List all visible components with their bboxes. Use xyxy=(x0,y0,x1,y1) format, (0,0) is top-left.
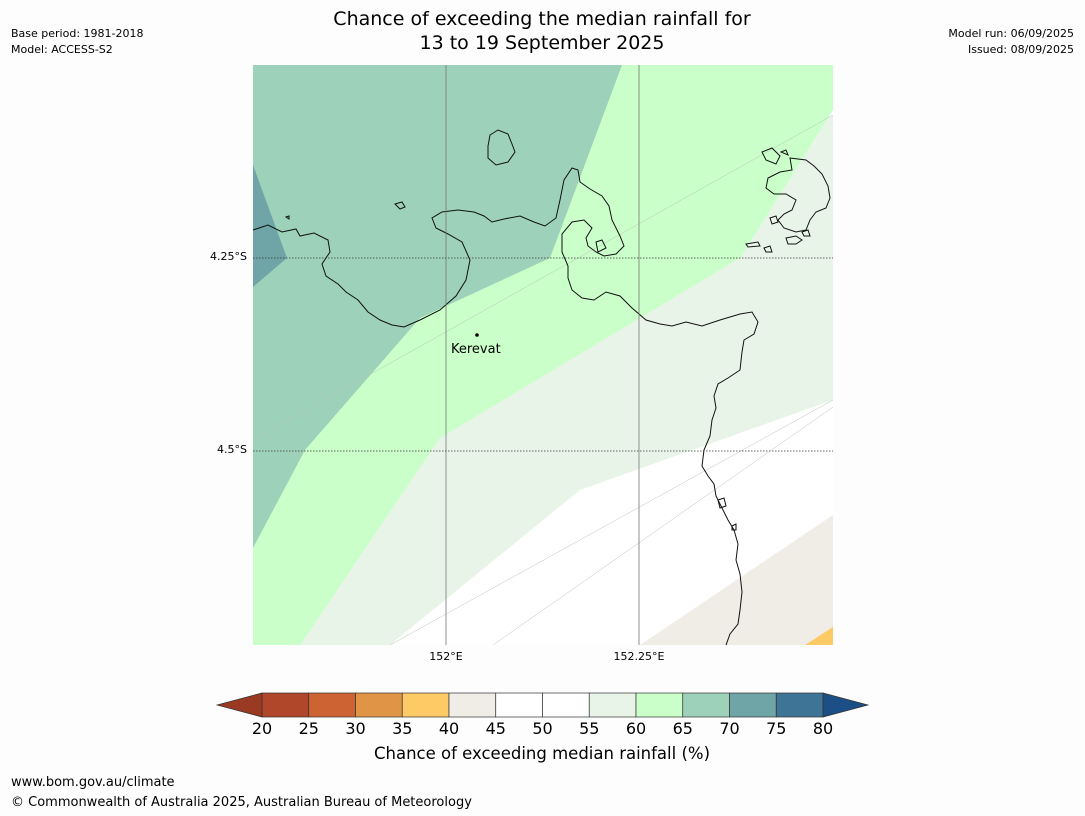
colorbar-tick-20: 20 xyxy=(251,719,273,738)
colorbar-swatch-35-40 xyxy=(401,692,450,718)
colorbar-tick-35: 35 xyxy=(392,719,413,738)
colorbar-tick-55: 55 xyxy=(579,719,600,738)
colorbar-tick-25: 25 xyxy=(298,719,319,738)
colorbar-tick-30: 30 xyxy=(345,719,366,738)
colorbar-tick-50: 50 xyxy=(532,719,553,738)
colorbar-extend-low xyxy=(215,692,263,718)
colorbar-swatch-45-50 xyxy=(495,692,543,718)
meta-left: Base period: 1981-2018 Model: ACCESS-S2 xyxy=(11,26,143,58)
lat-label-4-5: 4.5°S xyxy=(217,443,247,456)
lon-label-152: 152°E xyxy=(429,650,463,663)
colorbar-swatch-50-55 xyxy=(542,692,590,718)
coastline xyxy=(253,129,831,645)
colorbar-swatch-55-60 xyxy=(588,692,637,718)
model-name: Model: ACCESS-S2 xyxy=(11,43,113,56)
colorbar-swatch-40-45 xyxy=(448,692,497,718)
model-run: Model run: 06/09/2025 xyxy=(948,27,1074,40)
town-label-kerevat: Kerevat xyxy=(451,342,501,357)
colorbar-swatch-75-80 xyxy=(775,692,824,718)
title-line-1: Chance of exceeding the median rainfall … xyxy=(333,8,751,30)
colorbar-tick-80: 80 xyxy=(812,719,834,738)
lon-label-152-25: 152.25°E xyxy=(613,650,665,663)
colorbar-swatch-25-30 xyxy=(308,692,356,718)
footer-url: www.bom.gov.au/climate xyxy=(11,775,175,790)
colorbar xyxy=(215,692,870,718)
colorbar-swatch-70-75 xyxy=(729,692,777,718)
colorbar-tick-60: 60 xyxy=(625,719,647,738)
zone-65-70 xyxy=(253,65,622,548)
colorbar-title: Chance of exceeding median rainfall (%) xyxy=(373,744,711,763)
zone-40-45 xyxy=(640,515,833,645)
lat-label-4-25: 4.25°S xyxy=(210,250,247,263)
title-line-2: 13 to 19 September 2025 xyxy=(419,32,665,54)
chart-title: Chance of exceeding the median rainfall … xyxy=(242,7,842,55)
colorbar-swatch-20-25 xyxy=(261,692,310,718)
colorbar-extend-high xyxy=(822,692,870,718)
colorbar-swatch-65-70 xyxy=(682,692,730,718)
graticule xyxy=(253,65,833,645)
colorbar-tick-40: 40 xyxy=(438,719,460,738)
meta-right: Model run: 06/09/2025 Issued: 08/09/2025 xyxy=(948,26,1074,58)
issued-date: Issued: 08/09/2025 xyxy=(967,43,1074,56)
probability-field xyxy=(253,65,833,645)
colorbar-swatch-60-65 xyxy=(635,692,684,718)
base-period: Base period: 1981-2018 xyxy=(11,27,144,40)
footer-copyright: © Commonwealth of Australia 2025, Austra… xyxy=(11,795,472,810)
zone-35-40 xyxy=(805,627,833,645)
colorbar-tick-65: 65 xyxy=(672,719,693,738)
colorbar-tick-70: 70 xyxy=(719,719,740,738)
colorbar-tick-75: 75 xyxy=(766,719,787,738)
town-marker xyxy=(475,333,479,337)
colorbar-swatch-30-35 xyxy=(355,692,403,718)
colorbar-tick-45: 45 xyxy=(485,719,506,738)
